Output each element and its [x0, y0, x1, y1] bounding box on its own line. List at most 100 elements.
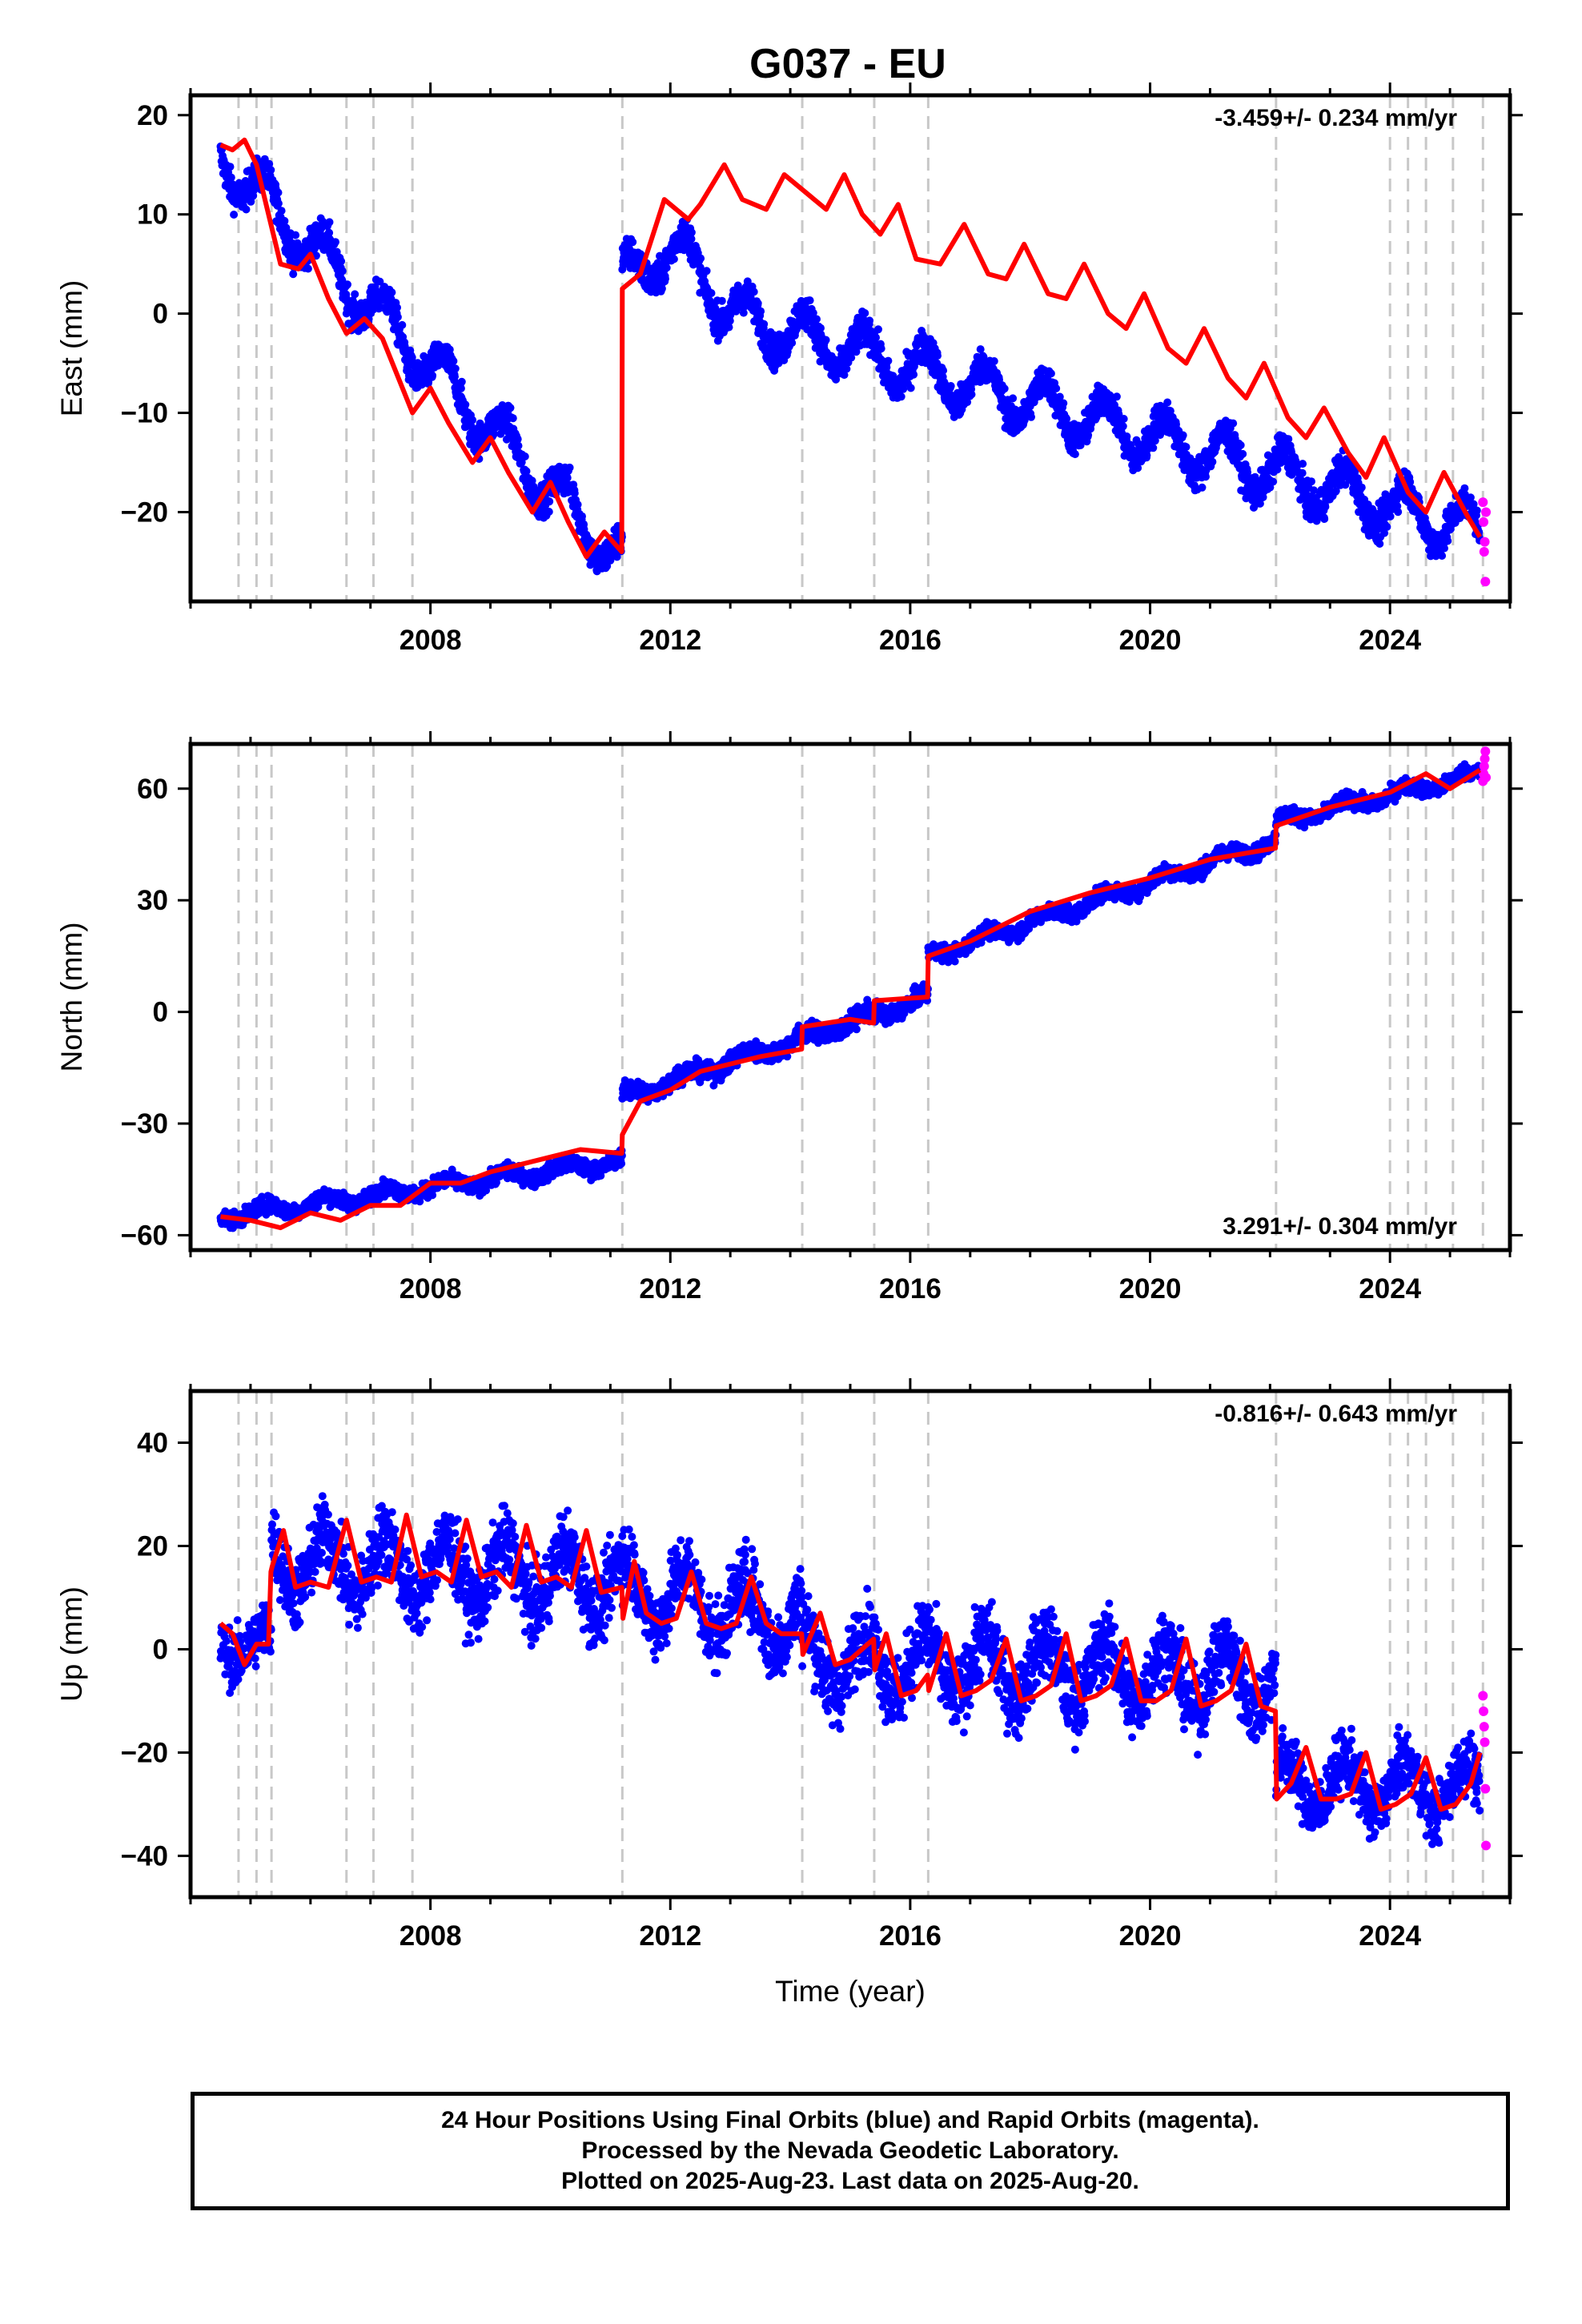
data-point	[840, 371, 849, 380]
data-point	[1298, 468, 1307, 477]
data-point	[687, 228, 696, 237]
rapid-point	[1480, 537, 1490, 547]
x-tick-label: 2024	[1359, 625, 1421, 656]
data-point	[934, 352, 942, 360]
data-point	[337, 257, 346, 266]
data-point	[325, 228, 334, 237]
data-point	[884, 356, 893, 365]
data-point	[451, 364, 460, 373]
x-tick-label: 2020	[1119, 625, 1182, 656]
data-point	[725, 323, 733, 332]
data-point	[490, 429, 499, 438]
data-point	[861, 309, 869, 317]
data-point	[331, 238, 339, 247]
y-tick-label: 10	[137, 199, 168, 231]
data-point	[506, 404, 515, 412]
data-point	[1440, 544, 1448, 553]
data-point	[906, 384, 915, 392]
data-point	[565, 463, 574, 472]
data-point	[882, 363, 891, 372]
data-point	[1394, 508, 1403, 517]
data-point	[661, 275, 669, 283]
data-point	[578, 512, 586, 521]
data-point	[289, 270, 298, 279]
data-point	[821, 336, 830, 344]
data-point	[1150, 436, 1159, 445]
data-point	[1122, 432, 1131, 440]
data-point	[400, 342, 409, 351]
rapid-point	[1480, 577, 1491, 587]
data-point	[612, 553, 621, 561]
data-point	[760, 320, 769, 328]
data-point	[1119, 415, 1128, 423]
data-point	[946, 382, 955, 390]
data-point	[1443, 537, 1452, 545]
data-point	[1312, 517, 1321, 525]
data-point	[874, 325, 882, 334]
data-point	[514, 441, 523, 450]
data-point	[496, 429, 505, 438]
data-point	[513, 435, 522, 444]
data-point	[739, 308, 748, 317]
x-tick-label: 2008	[400, 625, 462, 656]
data-point	[563, 473, 572, 482]
data-point	[1112, 392, 1121, 401]
data-point	[1375, 540, 1384, 548]
data-point	[375, 277, 384, 286]
data-point	[847, 353, 856, 362]
data-point	[230, 211, 239, 219]
data-point	[805, 296, 814, 305]
data-point	[282, 223, 291, 232]
data-point	[1059, 399, 1068, 408]
data-point	[1472, 506, 1481, 515]
data-point	[570, 489, 579, 497]
data-point	[351, 290, 359, 299]
data-point	[976, 345, 985, 354]
data-point	[717, 296, 726, 305]
data-point	[227, 173, 235, 182]
data-point	[753, 299, 762, 308]
data-point	[520, 452, 529, 460]
data-point	[428, 1191, 437, 1200]
data-point	[990, 357, 998, 365]
chart-title: G037 - EU	[749, 41, 946, 87]
data-point	[461, 400, 470, 409]
data-point	[408, 353, 416, 362]
data-point	[398, 320, 407, 329]
data-point	[1229, 419, 1238, 428]
data-point	[1243, 468, 1252, 476]
data-point	[1055, 392, 1064, 401]
data-point	[1070, 450, 1079, 459]
data-point	[522, 467, 531, 476]
data-point	[1273, 465, 1282, 474]
data-point	[1084, 431, 1093, 440]
data-point	[325, 218, 334, 227]
data-point	[258, 1192, 267, 1201]
data-point	[872, 333, 880, 342]
data-point	[1182, 443, 1191, 452]
data-point	[1009, 394, 1018, 403]
data-point	[544, 508, 553, 516]
data-point	[267, 166, 275, 175]
data-point	[809, 308, 817, 317]
y-tick-label: 0	[153, 299, 168, 330]
y-tick-label: 20	[137, 100, 168, 131]
final-orbit-points	[216, 142, 1484, 576]
data-point	[1309, 486, 1318, 495]
data-point	[277, 207, 286, 215]
data-point	[416, 1197, 424, 1206]
data-point	[657, 284, 666, 293]
data-point	[606, 556, 615, 565]
x-tick-label: 2016	[879, 625, 942, 656]
data-point	[1236, 440, 1245, 449]
data-point	[1149, 444, 1158, 452]
data-point	[1307, 477, 1315, 486]
data-point	[1406, 477, 1415, 486]
data-point	[1320, 515, 1329, 523]
data-point	[303, 264, 312, 273]
data-point	[628, 238, 637, 247]
data-point	[343, 280, 351, 289]
data-point	[939, 366, 948, 375]
